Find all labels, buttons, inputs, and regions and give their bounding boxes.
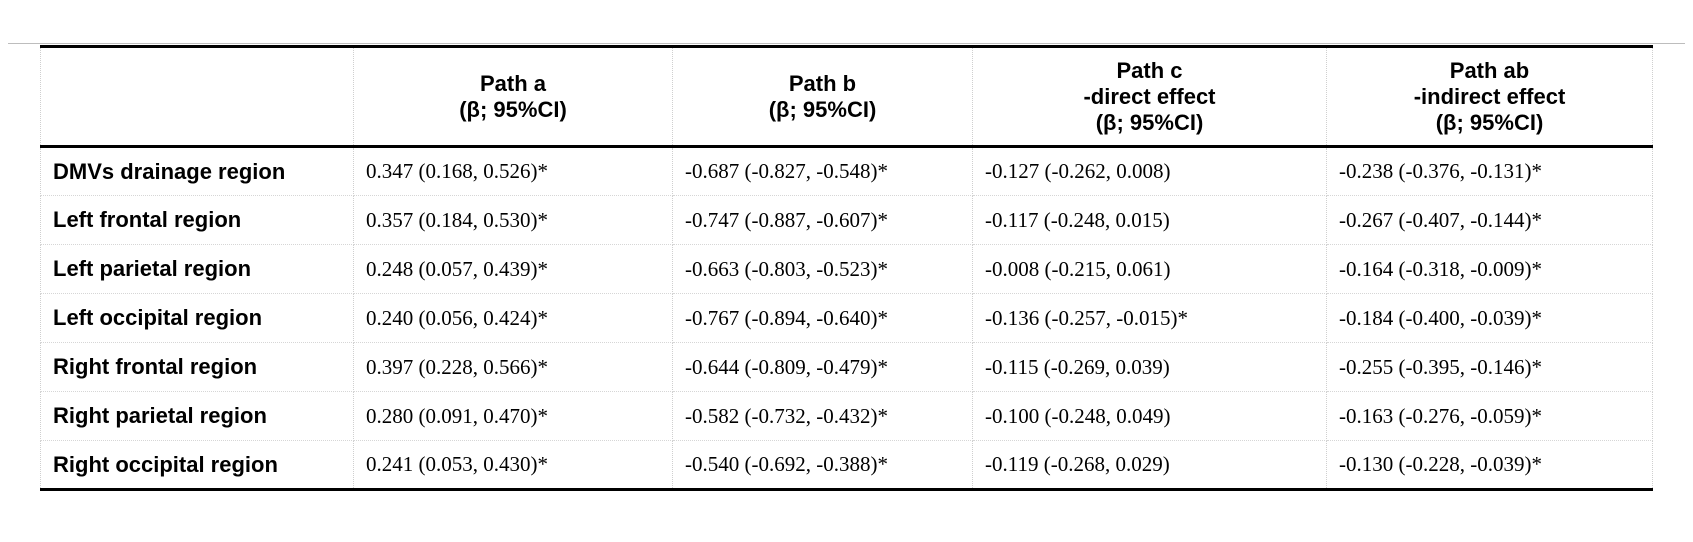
path-a-value: 0.397 (0.228, 0.566)* xyxy=(353,342,673,392)
path-c-value: -0.117 (-0.248, 0.015) xyxy=(972,195,1327,245)
header-line: (β; 95%CI) xyxy=(768,96,877,122)
path-c-value: -0.136 (-0.257, -0.015)* xyxy=(972,293,1327,343)
path-a-value: 0.240 (0.056, 0.424)* xyxy=(353,293,673,343)
header-line: Path c xyxy=(1116,57,1183,83)
path-ab-value: -0.184 (-0.400, -0.039)* xyxy=(1326,293,1653,343)
path-ab-value: -0.163 (-0.276, -0.059)* xyxy=(1326,391,1653,441)
region-label: Left parietal region xyxy=(40,244,354,294)
top-hairline xyxy=(8,43,1685,44)
header-line: (β; 95%CI) xyxy=(459,96,567,122)
region-label: Right occipital region xyxy=(40,440,354,490)
header-line: Path b xyxy=(788,70,857,96)
path-b-value: -0.540 (-0.692, -0.388)* xyxy=(672,440,973,490)
path-b-value: -0.582 (-0.732, -0.432)* xyxy=(672,391,973,441)
path-ab-value: -0.255 (-0.395, -0.146)* xyxy=(1326,342,1653,392)
path-ab-value: -0.238 (-0.376, -0.131)* xyxy=(1326,146,1653,196)
region-label: Left occipital region xyxy=(40,293,354,343)
header-row: Path a (β; 95%CI) Path b (β; 95%CI) Path… xyxy=(40,46,1653,147)
table-row: Left occipital region 0.240 (0.056, 0.42… xyxy=(40,293,1653,343)
header-line: -indirect effect xyxy=(1413,83,1566,109)
header-path-ab: Path ab -indirect effect (β; 95%CI) xyxy=(1326,46,1653,147)
path-b-value: -0.747 (-0.887, -0.607)* xyxy=(672,195,973,245)
table-row: Right frontal region 0.397 (0.228, 0.566… xyxy=(40,342,1653,392)
header-path-b: Path b (β; 95%CI) xyxy=(672,46,973,147)
table-row: Left parietal region 0.248 (0.057, 0.439… xyxy=(40,244,1653,294)
path-a-value: 0.241 (0.053, 0.430)* xyxy=(353,440,673,490)
path-a-value: 0.347 (0.168, 0.526)* xyxy=(353,146,673,196)
header-region-empty xyxy=(40,46,354,147)
path-c-value: -0.008 (-0.215, 0.061) xyxy=(972,244,1327,294)
path-a-value: 0.357 (0.184, 0.530)* xyxy=(353,195,673,245)
path-c-value: -0.115 (-0.269, 0.039) xyxy=(972,342,1327,392)
table-row: Right parietal region 0.280 (0.091, 0.47… xyxy=(40,391,1653,441)
path-a-value: 0.280 (0.091, 0.470)* xyxy=(353,391,673,441)
table-row: Right occipital region 0.241 (0.053, 0.4… xyxy=(40,440,1653,490)
mediation-results-table: Path a (β; 95%CI) Path b (β; 95%CI) Path… xyxy=(40,45,1653,491)
header-line: (β; 95%CI) xyxy=(1435,109,1544,135)
header-path-a: Path a (β; 95%CI) xyxy=(353,46,673,147)
path-c-value: -0.100 (-0.248, 0.049) xyxy=(972,391,1327,441)
path-a-value: 0.248 (0.057, 0.439)* xyxy=(353,244,673,294)
path-b-value: -0.767 (-0.894, -0.640)* xyxy=(672,293,973,343)
region-label: Left frontal region xyxy=(40,195,354,245)
path-ab-value: -0.267 (-0.407, -0.144)* xyxy=(1326,195,1653,245)
path-c-value: -0.119 (-0.268, 0.029) xyxy=(972,440,1327,490)
header-line: Path ab xyxy=(1449,57,1530,83)
header-line: Path a xyxy=(479,70,547,96)
path-b-value: -0.644 (-0.809, -0.479)* xyxy=(672,342,973,392)
header-path-c: Path c -direct effect (β; 95%CI) xyxy=(972,46,1327,147)
path-ab-value: -0.164 (-0.318, -0.009)* xyxy=(1326,244,1653,294)
region-label: Right frontal region xyxy=(40,342,354,392)
path-b-value: -0.663 (-0.803, -0.523)* xyxy=(672,244,973,294)
path-c-value: -0.127 (-0.262, 0.008) xyxy=(972,146,1327,196)
region-label: DMVs drainage region xyxy=(40,146,354,196)
header-line: (β; 95%CI) xyxy=(1095,109,1204,135)
header-line: -direct effect xyxy=(1083,83,1216,109)
path-b-value: -0.687 (-0.827, -0.548)* xyxy=(672,146,973,196)
table-row: Left frontal region 0.357 (0.184, 0.530)… xyxy=(40,195,1653,245)
region-label: Right parietal region xyxy=(40,391,354,441)
path-ab-value: -0.130 (-0.228, -0.039)* xyxy=(1326,440,1653,490)
table-row: DMVs drainage region 0.347 (0.168, 0.526… xyxy=(40,146,1653,196)
